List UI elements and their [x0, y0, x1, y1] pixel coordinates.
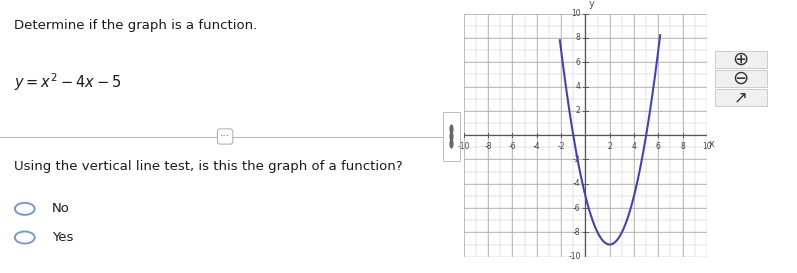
Text: 10: 10	[702, 142, 712, 151]
Text: Determine if the graph is a function.: Determine if the graph is a function.	[14, 19, 257, 32]
Circle shape	[450, 140, 453, 148]
Text: 6: 6	[575, 58, 580, 67]
Text: x: x	[709, 139, 715, 149]
Text: -8: -8	[573, 228, 580, 237]
Text: ⊖: ⊖	[732, 69, 749, 88]
Text: 8: 8	[575, 33, 580, 42]
Text: -8: -8	[485, 142, 492, 151]
Text: 4: 4	[575, 82, 580, 91]
Text: -10: -10	[568, 252, 580, 261]
Text: -6: -6	[508, 142, 516, 151]
Text: -4: -4	[533, 142, 540, 151]
Text: -2: -2	[557, 142, 565, 151]
Text: ↗: ↗	[734, 89, 748, 106]
Circle shape	[450, 125, 453, 133]
Text: y: y	[589, 0, 595, 9]
Text: 2: 2	[575, 106, 580, 115]
Text: $y = x^2 - 4x - 5$: $y = x^2 - 4x - 5$	[14, 71, 120, 93]
Text: Yes: Yes	[52, 231, 73, 244]
Text: -2: -2	[573, 155, 580, 164]
Text: -6: -6	[573, 204, 580, 213]
Text: -4: -4	[573, 179, 580, 188]
Text: 10: 10	[571, 9, 580, 18]
Circle shape	[450, 133, 453, 140]
Text: 6: 6	[656, 142, 661, 151]
Text: Using the vertical line test, is this the graph of a function?: Using the vertical line test, is this th…	[14, 160, 402, 173]
Text: 4: 4	[631, 142, 637, 151]
Text: No: No	[52, 202, 69, 215]
Text: ···: ···	[220, 132, 230, 141]
Text: -10: -10	[457, 142, 470, 151]
Text: ⊕: ⊕	[732, 50, 749, 69]
Text: 2: 2	[607, 142, 612, 151]
Text: 8: 8	[681, 142, 685, 151]
